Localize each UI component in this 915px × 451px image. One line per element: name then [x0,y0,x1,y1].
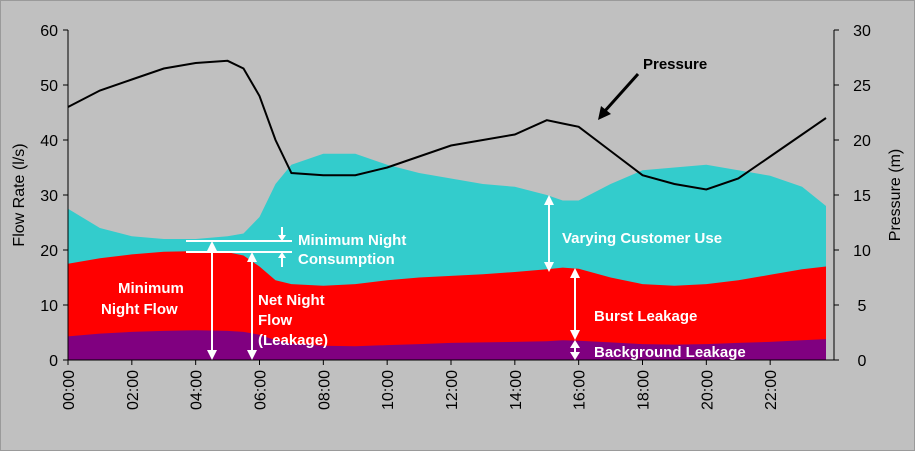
nnf-arrowhead-bottom [247,350,257,360]
annotation-net-night-flow-2: Flow [258,312,292,329]
right-tick-label: 25 [853,78,871,95]
x-tick-label: 06:00 [253,370,270,410]
annotation-background-leakage: Background Leakage [594,344,746,361]
area-layer [68,153,826,360]
vcu-arrowhead-bottom [544,262,554,272]
x-tick-label: 22:00 [763,370,780,410]
mnf-arrowhead-top [207,241,217,251]
x-tick-label: 18:00 [636,370,653,410]
pressure-pointer-line [602,72,640,114]
annotation-min-night-consumption-2: Consumption [298,251,395,268]
annotation-min-night-consumption-1: Minimum Night [298,232,406,249]
vcu-arrowhead-top [544,195,554,205]
left-tick-label: 50 [40,78,58,95]
annotation-varying-customer-use: Varying Customer Use [562,230,722,247]
left-tick-label: 60 [40,23,58,40]
mnc-arrowhead-down [278,235,286,241]
burst-arrowhead-top [570,268,580,278]
x-tick-labels: 00:00 02:00 04:00 06:00 08:00 10:00 12:00 14:00… [61,360,780,410]
annotation-net-night-flow-3: (Leakage) [258,332,328,349]
x-tick-label: 10:00 [380,370,397,410]
x-tick-label: 20:00 [699,370,716,410]
x-tick-label: 14:00 [508,370,525,410]
x-tick-label: 02:00 [125,370,142,410]
left-tick-label: 20 [40,243,58,260]
right-tick-label: 30 [853,23,871,40]
right-tick-label: 5 [858,298,867,315]
annotation-burst-leakage: Burst Leakage [594,308,697,325]
x-tick-label: 04:00 [189,370,206,410]
bg-arrowhead-bottom [570,352,580,360]
left-tick-label: 40 [40,133,58,150]
left-tick-label: 0 [49,353,58,370]
area-background-leakage [68,330,826,360]
mnc-arrowhead-up [278,252,286,258]
right-tick-label: 15 [853,188,871,205]
right-tick-labels: 0 5 10 15 20 25 30 [834,23,871,370]
annotation-min-night-flow-1: Minimum [118,280,184,297]
left-tick-labels: 0 10 20 30 40 50 60 [40,23,68,370]
annotation-pressure: Pressure [643,56,707,73]
x-tick-label: 12:00 [444,370,461,410]
right-tick-label: 0 [858,353,867,370]
y2-axis-title: Pressure (m) [887,149,904,241]
annotation-net-night-flow-1: Net Night [258,292,325,309]
mnf-arrowhead-bottom [207,350,217,360]
area-burst-leakage [68,251,826,360]
y-axis-title: Flow Rate (l/s) [11,143,28,246]
burst-arrowhead-bottom [570,330,580,340]
right-tick-label: 20 [853,133,871,150]
x-tick-label: 16:00 [572,370,589,410]
annotation-layer: Pressure Minimum Night Consumption Minim… [101,56,746,361]
nnf-arrowhead-top [247,252,257,262]
pressure-pointer-arrowhead [598,106,611,120]
left-tick-label: 30 [40,188,58,205]
x-tick-label: 08:00 [316,370,333,410]
left-tick-label: 10 [40,298,58,315]
x-tick-label: 00:00 [61,370,78,410]
right-tick-label: 10 [853,243,871,260]
pressure-series-line [67,59,827,191]
annotation-min-night-flow-2: Night Flow [101,301,178,318]
bg-arrowhead-top [570,340,580,348]
